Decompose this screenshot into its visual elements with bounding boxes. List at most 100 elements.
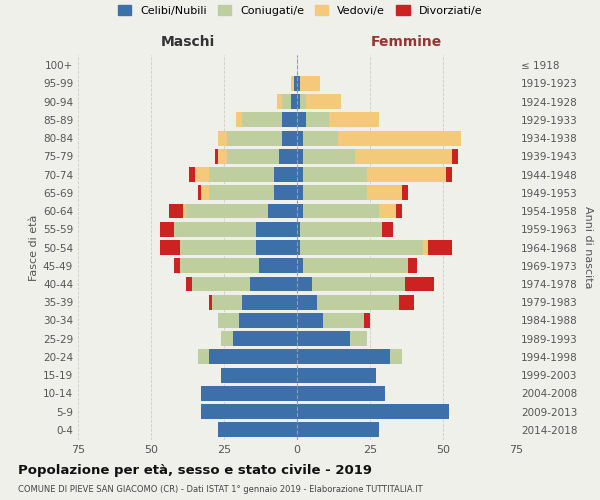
- Bar: [259, 258, 297, 273]
- Bar: [300, 222, 382, 236]
- Bar: [227, 149, 280, 164]
- Text: Femmine: Femmine: [371, 34, 442, 48]
- Bar: [452, 149, 458, 164]
- Bar: [311, 276, 405, 291]
- Bar: [367, 167, 446, 182]
- Bar: [242, 295, 297, 310]
- Bar: [297, 149, 303, 164]
- Bar: [283, 130, 297, 146]
- Bar: [297, 167, 303, 182]
- Bar: [256, 222, 297, 236]
- Bar: [209, 295, 212, 310]
- Bar: [215, 149, 218, 164]
- Bar: [297, 313, 323, 328]
- Bar: [428, 240, 452, 255]
- Bar: [329, 112, 379, 128]
- Bar: [303, 149, 355, 164]
- Bar: [186, 204, 268, 218]
- Bar: [180, 240, 256, 255]
- Bar: [250, 276, 297, 291]
- Bar: [367, 186, 402, 200]
- Bar: [209, 167, 274, 182]
- Bar: [364, 313, 370, 328]
- Bar: [323, 313, 364, 328]
- Bar: [239, 313, 297, 328]
- Bar: [280, 149, 297, 164]
- Bar: [274, 167, 297, 182]
- Bar: [382, 222, 394, 236]
- Bar: [221, 332, 233, 346]
- Bar: [379, 204, 396, 218]
- Bar: [396, 204, 402, 218]
- Bar: [303, 204, 379, 218]
- Bar: [306, 94, 341, 109]
- Bar: [297, 240, 300, 255]
- Bar: [297, 76, 300, 91]
- Bar: [291, 76, 294, 91]
- Bar: [218, 130, 227, 146]
- Bar: [283, 112, 297, 128]
- Bar: [297, 404, 449, 419]
- Y-axis label: Anni di nascita: Anni di nascita: [583, 206, 593, 289]
- Bar: [303, 167, 367, 182]
- Bar: [350, 332, 367, 346]
- Bar: [209, 350, 297, 364]
- Bar: [297, 332, 350, 346]
- Text: COMUNE DI PIEVE SAN GIACOMO (CR) - Dati ISTAT 1° gennaio 2019 - Elaborazione TUT: COMUNE DI PIEVE SAN GIACOMO (CR) - Dati …: [18, 485, 422, 494]
- Bar: [221, 368, 297, 382]
- Bar: [200, 386, 297, 401]
- Bar: [277, 94, 283, 109]
- Bar: [200, 186, 209, 200]
- Bar: [300, 240, 422, 255]
- Bar: [297, 422, 379, 438]
- Bar: [209, 186, 274, 200]
- Text: Popolazione per età, sesso e stato civile - 2019: Popolazione per età, sesso e stato civil…: [18, 464, 372, 477]
- Bar: [303, 258, 408, 273]
- Bar: [160, 240, 180, 255]
- Bar: [195, 167, 209, 182]
- Bar: [300, 76, 320, 91]
- Bar: [186, 276, 192, 291]
- Bar: [297, 295, 317, 310]
- Bar: [183, 204, 186, 218]
- Bar: [297, 204, 303, 218]
- Bar: [303, 186, 367, 200]
- Bar: [297, 386, 385, 401]
- Bar: [236, 112, 242, 128]
- Bar: [297, 368, 376, 382]
- Bar: [402, 186, 408, 200]
- Bar: [198, 350, 209, 364]
- Legend: Celibi/Nubili, Coniugati/e, Vedovi/e, Divorziati/e: Celibi/Nubili, Coniugati/e, Vedovi/e, Di…: [113, 0, 487, 20]
- Bar: [233, 332, 297, 346]
- Bar: [294, 76, 297, 91]
- Bar: [297, 276, 311, 291]
- Bar: [268, 204, 297, 218]
- Bar: [297, 112, 306, 128]
- Bar: [408, 258, 417, 273]
- Bar: [227, 130, 283, 146]
- Bar: [242, 112, 283, 128]
- Bar: [283, 94, 291, 109]
- Bar: [405, 276, 434, 291]
- Text: Maschi: Maschi: [160, 34, 215, 48]
- Bar: [399, 295, 414, 310]
- Bar: [317, 295, 399, 310]
- Bar: [297, 94, 300, 109]
- Bar: [300, 94, 306, 109]
- Bar: [355, 149, 452, 164]
- Bar: [218, 422, 297, 438]
- Bar: [212, 295, 242, 310]
- Bar: [297, 186, 303, 200]
- Bar: [189, 167, 195, 182]
- Bar: [200, 404, 297, 419]
- Bar: [198, 186, 200, 200]
- Bar: [274, 186, 297, 200]
- Bar: [160, 222, 175, 236]
- Bar: [175, 258, 180, 273]
- Bar: [391, 350, 402, 364]
- Bar: [446, 167, 452, 182]
- Bar: [169, 204, 183, 218]
- Bar: [303, 130, 338, 146]
- Bar: [180, 258, 259, 273]
- Bar: [297, 130, 303, 146]
